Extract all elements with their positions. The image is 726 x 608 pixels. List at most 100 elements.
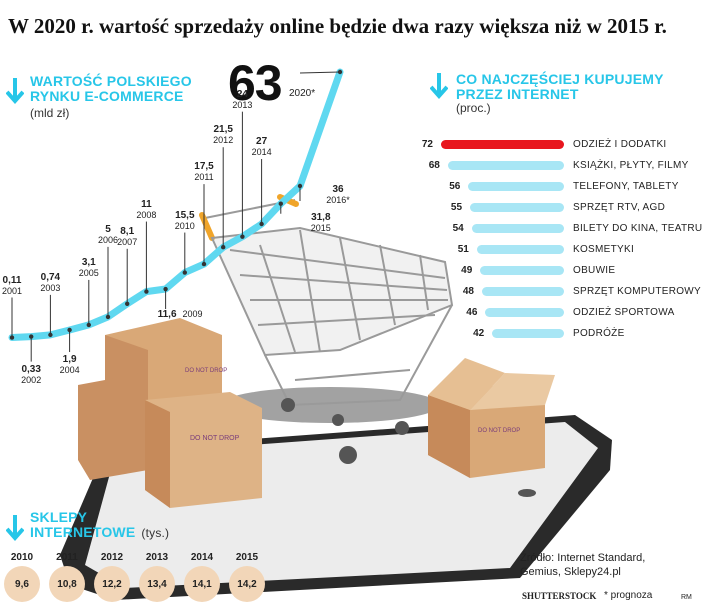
shops-title: SKLEPY INTERNETOWE (tys.) <box>30 510 169 541</box>
bar-category-label: ODZIEŻ I DODATKI <box>573 139 667 150</box>
market-data-label: 31,8 2015 <box>301 212 341 233</box>
market-year-label: 2016* <box>326 195 350 205</box>
market-point <box>278 201 283 206</box>
bar <box>480 266 564 275</box>
market-point <box>86 322 92 328</box>
bar <box>485 308 564 317</box>
shop-value-circle: 9,6 <box>4 566 40 602</box>
bar-value-label: 46 <box>466 307 478 318</box>
bar <box>468 182 564 191</box>
market-year-label: 2010 <box>174 220 195 231</box>
purchases-title: CO NAJCZĘŚCIEJ KUPUJEMY PRZEZ INTERNET <box>456 72 664 102</box>
market-points <box>9 69 343 340</box>
market-point <box>144 289 149 294</box>
market-year-label: 2008 <box>136 209 157 220</box>
market-year-label: 2015 <box>310 222 331 233</box>
market-data-label: 0,11 2001 <box>0 275 32 296</box>
market-value-label: 27 <box>256 136 268 147</box>
photo-credit: SHUTTERSTOCK <box>522 591 597 601</box>
market-value-label: 0,11 <box>2 274 22 286</box>
shops-title-line2: INTERNETOWE <box>30 524 136 540</box>
market-year-label: 2012 <box>213 135 234 146</box>
down-arrow-icon <box>430 73 448 99</box>
shop-value-circle: 14,1 <box>184 566 220 602</box>
market-value-label: 0,33 <box>21 363 41 375</box>
market-value-label: 31,8 <box>311 211 331 223</box>
market-data-label: 11,6 2009 <box>158 309 218 320</box>
shop-value-circle: 10,8 <box>49 566 85 602</box>
market-point <box>105 314 111 320</box>
svg-text:DO NOT DROP: DO NOT DROP <box>478 428 520 434</box>
shops-title-line1: SKLEPY <box>30 509 88 525</box>
market-value-label: 3,1 <box>81 256 96 268</box>
svg-text:DO NOT DROP: DO NOT DROP <box>190 435 240 442</box>
market-point <box>201 261 207 267</box>
down-arrow-icon <box>6 78 24 104</box>
down-arrow-icon <box>6 515 24 541</box>
bar-category-label: OBUWIE <box>573 265 616 276</box>
market-point <box>221 245 226 250</box>
bar-category-label: PODRÓŻE <box>573 328 625 339</box>
bar-value-label: 54 <box>452 223 464 234</box>
market-value-label: 17,5 <box>194 161 214 173</box>
market-data-label: 0,74 2003 <box>30 272 70 293</box>
bar-category-label: TELEFONY, TABLETY <box>573 181 679 192</box>
market-data-label: 36 2016* <box>318 184 358 205</box>
market-highlight-value: 63 <box>228 55 283 111</box>
bar <box>471 224 564 233</box>
market-year-label: 2007 <box>117 236 138 247</box>
market-value-label: 11,6 <box>157 309 177 321</box>
market-title-line1: WARTOŚĆ POLSKIEGO <box>30 73 192 89</box>
bar <box>482 287 564 296</box>
bar-category-label: SPRZĘT KOMPUTEROWY <box>573 286 702 297</box>
market-value-label: 8,1 <box>120 225 135 237</box>
market-value-label: 24 <box>236 88 248 100</box>
svg-text:DO NOT DROP: DO NOT DROP <box>185 368 227 374</box>
market-data-label: 5 2006 <box>88 224 128 245</box>
shop-year-label: 2012 <box>100 552 124 563</box>
market-point <box>29 334 34 339</box>
bar <box>476 245 564 254</box>
market-value-label: 36 <box>332 184 344 195</box>
shopping-cart-illustration <box>199 194 454 407</box>
market-data-label: 1,9 2004 <box>50 354 90 375</box>
market-point <box>182 270 187 275</box>
market-data-label: 11 2008 <box>126 199 166 220</box>
source-line1: Źródło: Internet Standard, <box>520 552 646 564</box>
bar-category-label: ODZIEŻ SPORTOWA <box>573 307 675 318</box>
market-value-label: 0,74 <box>40 271 61 283</box>
market-point <box>297 183 303 189</box>
bar-value-label: 68 <box>428 160 440 171</box>
bar-value-label: 56 <box>449 181 461 192</box>
market-data-label: 3,1 2005 <box>69 257 109 278</box>
page-title: W 2020 r. wartość sprzedaży online będzi… <box>8 14 667 38</box>
purchases-title-line2: PRZEZ INTERNET <box>456 86 579 102</box>
market-value-label: 5 <box>105 223 111 235</box>
purchases-title-line1: CO NAJCZĘŚCIEJ KUPUJEMY <box>456 71 664 87</box>
source-line2: Gemius, Sklepy24.pl <box>520 566 621 578</box>
market-year-label: 2003 <box>40 282 61 293</box>
market-year-label: 2011 <box>194 172 214 183</box>
market-year-label: 2009 <box>182 309 203 320</box>
bar-value-label: 55 <box>450 202 463 213</box>
bar-category-label: BILETY DO KINA, TEATRU <box>573 223 703 234</box>
boxes-illustration: DO NOT DROP DO NOT DROP DO NOT DROP <box>78 318 555 508</box>
market-unit: (mld zł) <box>30 106 70 120</box>
market-title: WARTOŚĆ POLSKIEGO RYNKU E-COMMERCE <box>30 74 192 104</box>
shop-year-label: 2015 <box>235 552 259 563</box>
shop-value-circle: 13,4 <box>139 566 175 602</box>
shops-unit: (tys.) <box>141 526 170 540</box>
market-leader-lines <box>11 71 341 362</box>
market-year-label: 2006 <box>97 234 119 245</box>
market-year-label: 2002 <box>21 374 42 385</box>
bar <box>447 161 564 170</box>
market-data-label: 21,5 2012 <box>203 124 243 145</box>
bar-value-label: 51 <box>457 244 469 255</box>
market-point <box>67 327 72 333</box>
market-point <box>337 69 343 75</box>
market-data-label: 17,5 2011 <box>184 161 224 182</box>
purchases-unit: (proc.) <box>456 101 491 115</box>
market-data-label: 24 2013 <box>222 89 262 110</box>
market-year-label: 2001 <box>1 285 23 296</box>
market-year-label: 2014 <box>251 147 272 157</box>
